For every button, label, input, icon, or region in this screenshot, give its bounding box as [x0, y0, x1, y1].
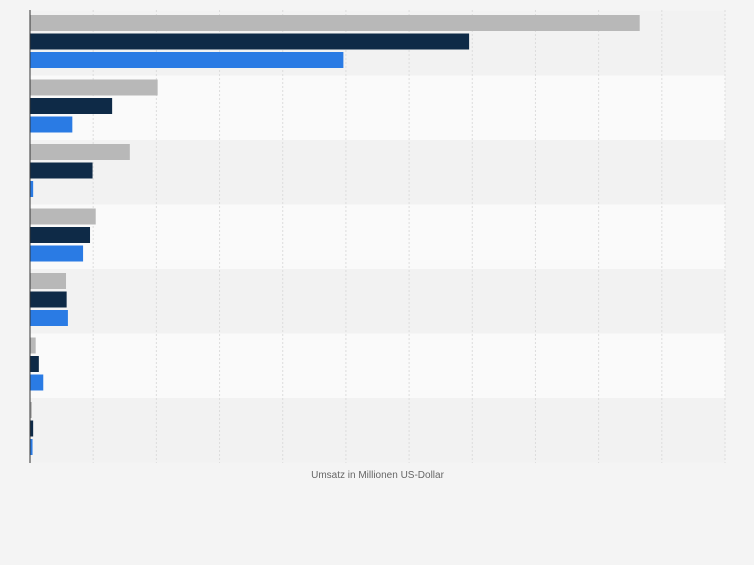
category-band — [30, 398, 725, 463]
category-band — [30, 333, 725, 398]
bar — [30, 181, 34, 197]
bar — [30, 162, 93, 179]
bar — [30, 227, 91, 243]
bar — [30, 15, 640, 31]
category-band — [30, 140, 725, 205]
bar — [30, 33, 470, 50]
bar — [30, 420, 34, 437]
category-bands — [30, 11, 725, 463]
category-band — [30, 204, 725, 269]
bar — [30, 337, 36, 354]
gridlines — [92, 10, 726, 463]
bar — [30, 52, 344, 68]
bar — [30, 79, 158, 96]
x-axis-label: Umsatz in Millionen US-Dollar — [311, 470, 444, 481]
bar — [30, 402, 32, 418]
bar — [30, 208, 96, 225]
bar — [30, 356, 39, 372]
bar — [30, 98, 113, 114]
bar — [30, 116, 73, 133]
bar — [30, 273, 67, 289]
bar — [30, 144, 130, 160]
category-band — [30, 269, 725, 334]
bar — [30, 245, 84, 262]
bar — [30, 374, 44, 391]
bars — [30, 15, 640, 455]
bar — [30, 439, 33, 455]
bar — [30, 291, 67, 308]
bar — [30, 310, 68, 326]
